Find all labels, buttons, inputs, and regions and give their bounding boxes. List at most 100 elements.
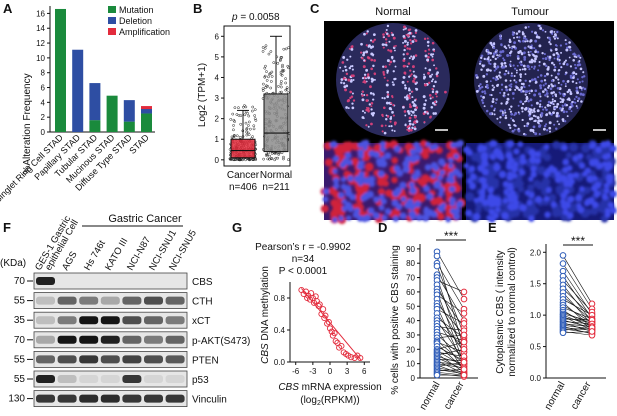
b-point bbox=[265, 84, 268, 88]
zoom-nucleus bbox=[519, 157, 527, 165]
ihc-cell bbox=[366, 106, 368, 109]
ihc-cell bbox=[527, 108, 530, 111]
zoom-membrane bbox=[430, 197, 439, 206]
zoom-nucleus bbox=[582, 170, 588, 177]
zoom-nucleus bbox=[493, 164, 501, 172]
zoom-nucleus bbox=[449, 196, 456, 204]
zoom-nucleus bbox=[567, 172, 575, 180]
zoom-nucleus bbox=[502, 198, 508, 204]
ihc-cell bbox=[429, 115, 432, 118]
ihc-cell bbox=[345, 72, 349, 76]
b-point bbox=[281, 65, 284, 69]
zoom-nucleus bbox=[384, 208, 392, 215]
zoom-nucleus bbox=[477, 195, 485, 203]
ihc-cell bbox=[519, 68, 522, 71]
ihc-cell bbox=[494, 67, 498, 70]
ihc-cell bbox=[414, 39, 418, 42]
ihc-cell bbox=[565, 110, 568, 113]
ihc-cell bbox=[552, 35, 555, 38]
zoom-nucleus bbox=[602, 153, 609, 161]
b-point bbox=[262, 157, 265, 161]
group-label-normal: Normal bbox=[260, 170, 292, 181]
b-point bbox=[244, 158, 247, 162]
zoom-nucleus bbox=[563, 188, 570, 195]
b-point bbox=[278, 59, 282, 62]
zoom-nucleus bbox=[473, 213, 481, 221]
zoom-nucleus bbox=[506, 140, 514, 148]
ihc-cell bbox=[372, 92, 375, 95]
blot-band bbox=[36, 375, 55, 383]
ihc-cell bbox=[544, 64, 548, 68]
panel-a-bars bbox=[55, 8, 152, 132]
ytick-label: 50 bbox=[406, 302, 415, 311]
ihc-cell bbox=[532, 114, 536, 118]
zoom-nucleus bbox=[380, 198, 387, 205]
legend-label-deletion: Deletion bbox=[119, 16, 152, 26]
zoom-nucleus bbox=[421, 213, 430, 222]
ihc-cell bbox=[578, 81, 581, 84]
ihc-cell bbox=[538, 133, 541, 136]
ihc-cell bbox=[407, 112, 411, 115]
g-xtick-label: 6 bbox=[362, 367, 367, 376]
pair-line bbox=[562, 318, 593, 321]
ihc-cell bbox=[493, 46, 496, 50]
b-point bbox=[234, 158, 237, 161]
ihc-cell bbox=[523, 55, 527, 59]
g-point bbox=[331, 330, 338, 337]
ihc-cell bbox=[517, 127, 520, 130]
ihc-cell bbox=[501, 64, 504, 67]
zoom-nucleus bbox=[437, 158, 446, 166]
ihc-cell bbox=[518, 78, 522, 82]
zoom-nucleus bbox=[377, 170, 385, 178]
ihc-cell bbox=[513, 36, 515, 39]
ihc-cell bbox=[350, 78, 353, 82]
ihc-cell bbox=[574, 63, 577, 66]
ihc-cell bbox=[528, 112, 532, 116]
ihc-cell bbox=[573, 98, 576, 101]
zoom-nucleus bbox=[587, 197, 595, 205]
ihc-cell bbox=[556, 86, 560, 90]
ihc-cell bbox=[408, 88, 411, 92]
ihc-cell bbox=[510, 72, 513, 75]
ihc-cell bbox=[533, 47, 536, 50]
ihc-cell bbox=[351, 68, 354, 71]
ihc-cell bbox=[501, 113, 505, 117]
zoom-nucleus bbox=[502, 180, 509, 188]
ihc-cell bbox=[392, 83, 395, 86]
ihc-cell bbox=[406, 65, 409, 68]
b-point bbox=[245, 133, 249, 137]
ihc-cell bbox=[414, 75, 418, 79]
ihc-cell bbox=[550, 61, 554, 65]
ihc-cell bbox=[555, 51, 559, 55]
ihc-cell bbox=[498, 74, 501, 77]
zoom-nucleus bbox=[449, 207, 457, 215]
ihc-cell bbox=[406, 125, 409, 129]
ihc-cell bbox=[490, 94, 493, 97]
b-point bbox=[238, 135, 242, 139]
ihc-cell bbox=[572, 76, 575, 79]
ihc-cell bbox=[340, 81, 343, 84]
ihc-cell bbox=[581, 80, 584, 83]
ihc-cell bbox=[514, 112, 518, 115]
ihc-cell bbox=[539, 84, 542, 88]
b-point bbox=[261, 50, 265, 53]
ihc-cell bbox=[546, 129, 549, 132]
ihc-cell bbox=[383, 36, 385, 39]
zoom-nucleus bbox=[380, 155, 386, 162]
panel-f-letter: F bbox=[3, 220, 11, 235]
zoom-membrane bbox=[330, 198, 339, 208]
zoom-nucleus bbox=[495, 207, 501, 213]
ihc-cell bbox=[521, 32, 525, 36]
ihc-cell bbox=[490, 104, 494, 108]
ihc-cell bbox=[510, 83, 513, 86]
zoom-membrane bbox=[470, 152, 480, 162]
pair-line bbox=[562, 288, 593, 317]
a-ytick-label: 12 bbox=[36, 39, 45, 48]
ihc-cell bbox=[360, 42, 363, 46]
ihc-cell bbox=[564, 120, 567, 123]
ihc-cell bbox=[516, 55, 520, 58]
ihc-cell bbox=[381, 115, 384, 118]
g-ytick-label: 0.0 bbox=[274, 358, 286, 367]
ihc-cell bbox=[414, 54, 418, 57]
b-ytick-label: 3 bbox=[215, 94, 220, 103]
